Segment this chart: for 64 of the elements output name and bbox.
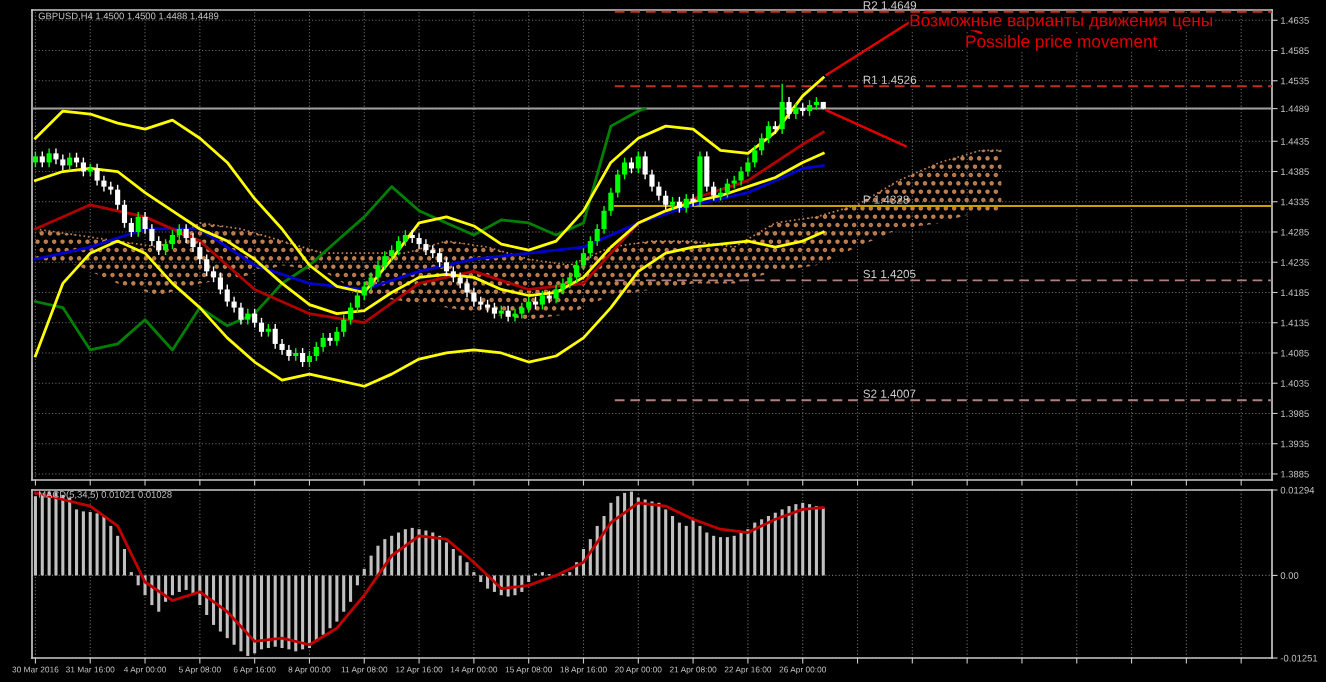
candlestick xyxy=(752,144,758,168)
candlestick xyxy=(115,184,121,211)
candlestick xyxy=(697,150,703,208)
candlestick xyxy=(464,277,470,299)
candlestick xyxy=(347,302,354,326)
candlestick xyxy=(765,120,772,144)
candlestick xyxy=(135,211,141,238)
candlestick xyxy=(80,156,86,178)
candlestick xyxy=(197,241,203,265)
candlestick xyxy=(217,271,223,295)
candlestick xyxy=(423,238,429,256)
candlestick xyxy=(258,317,265,338)
candlestick xyxy=(327,332,333,347)
candlestick xyxy=(793,102,799,120)
candlestick xyxy=(416,232,422,250)
annotation: Возможные варианты движения цены xyxy=(910,14,1212,30)
candlestick xyxy=(683,193,689,214)
candlestick xyxy=(361,280,367,302)
line-series xyxy=(34,107,647,352)
candlestick xyxy=(320,332,326,353)
candlestick xyxy=(580,247,587,271)
line-series xyxy=(34,130,825,325)
candlestick xyxy=(272,323,278,350)
annotation: Possible price movement xyxy=(966,34,1158,51)
candlestick xyxy=(663,190,669,211)
candlestick xyxy=(505,305,511,323)
candlestick xyxy=(779,83,785,135)
candlestick xyxy=(471,286,477,308)
candlestick xyxy=(128,217,134,238)
candlestick xyxy=(786,96,792,120)
candlestick xyxy=(553,283,559,305)
candlestick xyxy=(46,147,52,168)
candlestick xyxy=(375,259,381,283)
candlestick xyxy=(690,193,696,208)
candlestick xyxy=(286,344,292,362)
line-series xyxy=(34,76,825,294)
candlestick xyxy=(169,229,176,250)
line-series xyxy=(34,491,825,647)
candlestick xyxy=(341,314,347,338)
candlestick xyxy=(635,150,641,175)
line-series xyxy=(34,230,825,388)
candlestick xyxy=(745,156,751,178)
candlestick xyxy=(512,308,518,323)
candlestick xyxy=(252,308,258,329)
candlestick xyxy=(704,150,710,193)
candlestick xyxy=(300,347,306,368)
candlestick xyxy=(437,247,443,268)
candlestick xyxy=(121,199,128,229)
candlestick xyxy=(354,289,360,314)
candlestick xyxy=(622,156,628,181)
candlestick xyxy=(443,256,450,277)
candlestick xyxy=(395,235,402,256)
candlestick xyxy=(539,289,545,311)
line-series xyxy=(34,151,825,316)
candlestick xyxy=(313,341,319,362)
candlestick xyxy=(738,165,744,187)
candlestick xyxy=(183,223,189,244)
candlestick xyxy=(334,326,340,347)
candlestick xyxy=(238,302,244,326)
candlestick xyxy=(724,178,730,199)
candlestick xyxy=(759,132,765,156)
candlestick xyxy=(224,283,230,308)
candlestick xyxy=(94,162,100,187)
candlestick xyxy=(574,259,580,283)
